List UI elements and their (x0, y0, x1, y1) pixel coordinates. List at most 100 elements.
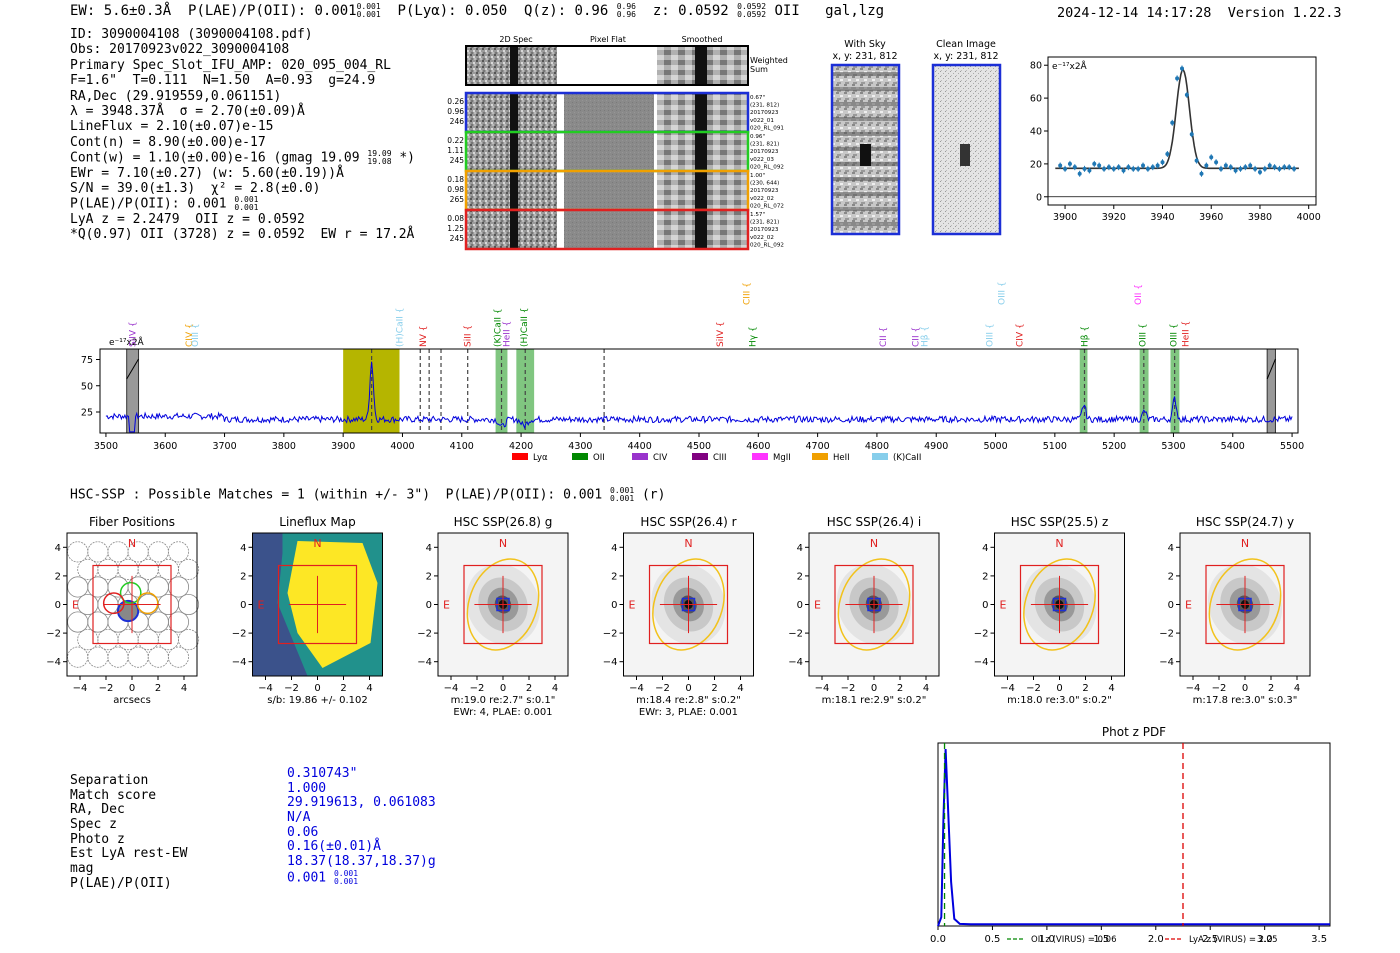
fit-point (1214, 160, 1219, 165)
x-tick-label: 2 (526, 683, 532, 694)
ew-value: EW: 5.6±0.3Å (70, 3, 172, 19)
cutout-stat: 245 (450, 156, 465, 165)
north-label: N (313, 537, 321, 550)
x-tick-label: 3500 (94, 441, 118, 452)
info-contn: Cont(n) = 8.90(±0.00)e-17 (70, 134, 266, 150)
legend-swatch (512, 453, 528, 460)
legend-swatch (872, 453, 888, 460)
y-tick-label: −4 (417, 657, 432, 668)
cutout-meta: 020_RL_072 (750, 203, 784, 209)
y-tick-label: 75 (81, 355, 93, 366)
x-tick-label: 4500 (687, 441, 711, 452)
line-label: SiII { (464, 325, 474, 347)
info-radec: RA,Dec (29.919559,0.061151) (70, 88, 282, 104)
y-tick-label: 2 (611, 571, 617, 582)
fiber (178, 629, 200, 651)
y-tick-label: −4 (46, 657, 61, 668)
panel-title: HSC SSP(25.5) z (1011, 515, 1109, 529)
y-tick-label: 60 (1030, 94, 1042, 105)
y-tick-label: 20 (1030, 159, 1042, 170)
panel-title: HSC SSP(26.8) g (454, 515, 553, 529)
cutout-stat: 0.98 (447, 185, 464, 194)
fit-point (1228, 165, 1233, 170)
x-tick-label: −2 (1026, 683, 1041, 694)
x-tick-label: −4 (1000, 683, 1015, 694)
fit-point (1243, 165, 1248, 170)
fit-point (1253, 166, 1258, 171)
line-label: HeII { (502, 321, 512, 347)
match-values: 0.310743" 1.000 29.919613, 0.061083 N/A 0.06… (287, 766, 436, 886)
cutout-meta: 1.00" (750, 173, 765, 179)
pdf-legend-label: LyA z (VIRUS) = 2.25 (1189, 935, 1278, 945)
line-label: CIII { (742, 282, 752, 305)
x-tick-label: 3920 (1102, 212, 1126, 223)
z-type: OII (774, 3, 800, 19)
fit-point (1067, 161, 1072, 166)
y-tick-label: 4 (240, 543, 246, 554)
legend-swatch (692, 453, 708, 460)
line-label: Hγ { (748, 326, 758, 347)
sky-band (832, 177, 899, 181)
y-tick-label: −2 (974, 629, 989, 640)
line-label: OIII { (1170, 323, 1180, 347)
x-tick-label: 4100 (450, 441, 474, 452)
search-box (834, 564, 914, 645)
cutout-meta: v022_02 (750, 196, 774, 202)
line-label: CIV { (185, 323, 195, 347)
line-label: CIV { (1015, 323, 1025, 347)
fit-point (1287, 165, 1292, 170)
fit-point (1136, 166, 1141, 171)
cutout-stat: 265 (450, 195, 465, 204)
sky-band (832, 192, 899, 196)
fiber-2 (119, 581, 142, 604)
x-tick-label: 3.5 (1311, 934, 1327, 945)
search-box (463, 564, 543, 645)
line-label: SiIV { (129, 321, 139, 347)
fit-point (1145, 166, 1150, 171)
fit-point (1116, 165, 1121, 170)
x-tick-label: 0.5 (984, 934, 1000, 945)
y-tick-label: −4 (788, 657, 803, 668)
line-label: (H)CaII { (396, 308, 406, 348)
x-tick-label: 2 (1268, 683, 1274, 694)
match-value: 1.000 (287, 780, 327, 796)
x-tick-label: 2.5 (1202, 934, 1218, 945)
fit-point (1238, 166, 1243, 171)
info-lambda: λ = 3948.37Å σ = 2.70(±0.09)Å (70, 103, 305, 119)
match-plae-range: 0.001 0.001 (333, 868, 359, 886)
info-obs: Obs: 20170923v022_3090004108 (70, 42, 290, 58)
plae-range: 0.001 0.001 (356, 2, 381, 19)
fiber-cutouts: 2D Spec Pixel Flat Smoothed Weighted Sum… (447, 35, 788, 251)
match-value: 0.16(±0.01)Å (287, 839, 381, 855)
legend-label: CIV (653, 453, 667, 463)
y-tick-label: −4 (1159, 657, 1174, 668)
line-label: OIII { (986, 323, 996, 347)
line-label: SiIV { (716, 321, 726, 347)
x-tick-label: 3600 (153, 441, 177, 452)
col-label-smoothed: Smoothed (682, 35, 723, 44)
fit-point (1077, 171, 1082, 176)
x-tick-label: −4 (815, 683, 830, 694)
fit-curve (1055, 68, 1299, 170)
x-tick-label: 4400 (628, 441, 652, 452)
clean-image-title: Clean Image (936, 39, 996, 50)
version: Version 1.22.3 (1227, 5, 1342, 21)
y-tick-label: 4 (1168, 543, 1174, 554)
east-label: E (258, 599, 265, 612)
fit-point (1292, 166, 1297, 171)
aperture-ellipse (1208, 558, 1282, 651)
fiber-4 (102, 592, 125, 615)
cutout-meta: 0.67" (750, 95, 765, 101)
x-tick-label: 4900 (924, 441, 948, 452)
x-tick-label: 2.0 (1148, 934, 1164, 945)
x-tick-label: 4 (552, 683, 558, 694)
with-sky-coords: x, y: 231, 812 (832, 51, 897, 62)
cutout-stat: 246 (450, 117, 465, 126)
sky-clean-images: With Sky x, y: 231, 812 Clean Image x, y… (830, 39, 1002, 236)
match-label: P(LAE)/P(OII) (70, 875, 172, 891)
cutout-meta: 020_RL_091 (750, 125, 784, 131)
y-tick-label: 40 (1030, 127, 1042, 138)
legend-label: Lyα (533, 453, 548, 463)
plya-value: P(Lyα): 0.050 (397, 3, 508, 19)
fit-point (1209, 155, 1214, 160)
